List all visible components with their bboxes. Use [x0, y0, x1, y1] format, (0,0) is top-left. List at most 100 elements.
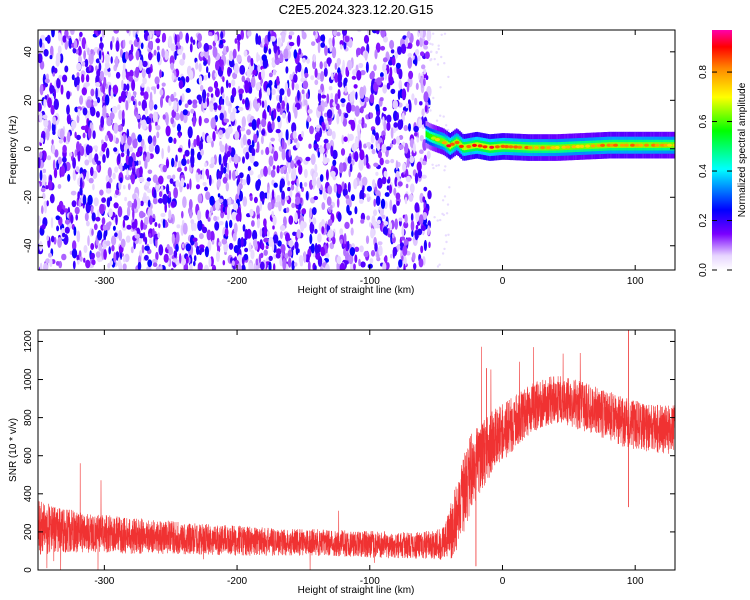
spectrogram-noise-cell [261, 100, 265, 108]
spectrogram-noise-cell [433, 216, 436, 219]
spectrogram-noise-cell [288, 149, 291, 158]
spectrogram-noise-cell [72, 157, 76, 169]
spectrogram-noise-cell [300, 77, 305, 83]
spectrogram-noise-cell [418, 118, 422, 128]
spectrogram-noise-cell [144, 254, 149, 261]
spectrogram-noise-cell [282, 258, 287, 270]
spectrogram-noise-cell [322, 124, 326, 131]
spectrogram-noise-cell [135, 107, 138, 112]
spectrogram-noise-cell [62, 232, 66, 238]
spectrogram-noise-cell [94, 153, 99, 163]
spectrogram-peak-cell [554, 145, 560, 150]
spectrogram-noise-cell [342, 188, 348, 197]
spectrogram-noise-cell [429, 109, 432, 112]
spectrogram-noise-cell [79, 31, 83, 37]
spectrogram-noise-cell [197, 219, 203, 232]
spectrogram-noise-cell [113, 252, 117, 263]
spectrogram-noise-cell [131, 202, 135, 211]
spectrogram-noise-cell [133, 198, 138, 209]
spectrogram-noise-cell [113, 30, 119, 34]
spectrogram-noise-cell [174, 33, 178, 46]
spectrogram-noise-cell [226, 45, 229, 53]
spectrogram-noise-cell [71, 200, 77, 208]
spectrogram-signal-cell [427, 132, 429, 139]
spectrogram-noise-cell [336, 197, 340, 208]
spectrogram-ytick-label: 20 [23, 94, 34, 106]
spectrogram-noise-cell [158, 175, 164, 185]
spectrogram-peak-cell [561, 145, 567, 149]
spectrogram-noise-cell [200, 51, 204, 58]
spectrogram-noise-cell [130, 43, 134, 53]
spectrogram-noise-cell [373, 220, 378, 229]
spectrogram-noise-cell [281, 190, 285, 200]
spectrogram-noise-cell [263, 249, 268, 256]
spectrogram-noise-cell [199, 233, 204, 240]
spectrogram-noise-cell [225, 182, 229, 192]
spectrogram-noise-cell [232, 48, 237, 59]
spectrogram-noise-cell [374, 242, 378, 252]
spectrogram-noise-cell [345, 194, 350, 199]
spectrogram-noise-cell [271, 120, 275, 131]
spectrogram-noise-cell [250, 76, 256, 88]
spectrogram-noise-cell [211, 140, 214, 148]
spectrogram-noise-cell [336, 113, 340, 125]
spectrogram-noise-cell [248, 262, 253, 270]
spectrogram-noise-cell [126, 148, 130, 157]
spectrogram-peak-cell [472, 143, 477, 147]
spectrogram-noise-cell [164, 50, 169, 61]
spectrogram-noise-cell [119, 177, 123, 184]
spectrogram-noise-cell [279, 110, 284, 115]
spectrogram-peak-cell [579, 144, 585, 148]
spectrogram-signal-cell [532, 144, 534, 151]
spectrogram-noise-cell [98, 50, 102, 60]
spectrogram-noise-cell [172, 258, 178, 263]
spectrogram-noise-cell [428, 241, 431, 248]
spectrogram-noise-cell [127, 200, 133, 208]
spectrogram-noise-cell [117, 104, 121, 110]
spectrogram-noise-cell [359, 245, 364, 253]
spectrogram-noise-cell [251, 220, 255, 227]
spectrogram-noise-cell [380, 72, 384, 78]
spectrogram-noise-cell [170, 200, 176, 208]
spectrogram-noise-cell [140, 200, 144, 207]
spectrogram-noise-cell [96, 97, 101, 104]
spectrogram-noise-cell [124, 253, 130, 263]
spectrogram-signal-cell [618, 142, 620, 148]
spectrogram-noise-cell [141, 68, 146, 79]
spectrogram-noise-cell [287, 111, 291, 123]
spectrogram-noise-cell [421, 225, 426, 232]
spectrogram-noise-cell [138, 101, 142, 106]
spectrogram-noise-cell [436, 63, 440, 66]
spectrogram-noise-cell [392, 247, 396, 259]
spectrogram-noise-cell [350, 104, 356, 112]
spectrogram-noise-cell [95, 65, 98, 72]
spectrogram-noise-cell [167, 145, 171, 153]
spectrogram-noise-cell [213, 80, 219, 89]
spectrogram-noise-cell [53, 67, 58, 74]
spectrogram-noise-cell [195, 172, 199, 181]
spectrogram-noise-cell [72, 240, 77, 251]
spectrogram-noise-cell [38, 53, 43, 64]
spectrogram-noise-cell [222, 206, 226, 213]
spectrogram-signal-cell [650, 142, 652, 148]
spectrogram-peak-cell [565, 145, 571, 149]
spectrogram-peak-cell [634, 143, 640, 147]
snr-frame [37, 329, 676, 571]
spectrogram-noise-cell [395, 62, 401, 69]
spectrogram-noise-cell [396, 200, 400, 206]
spectrogram-noise-cell [228, 169, 232, 180]
spectrogram-noise-cell [218, 221, 224, 226]
spectrogram-peak-cell [477, 144, 483, 148]
spectrogram-noise-cell [242, 224, 246, 232]
spectrogram-noise-cell [441, 252, 445, 255]
spectrogram-noise-cell [168, 136, 173, 143]
spectrogram-noise-cell [358, 159, 364, 171]
spectrogram-noise-cell [153, 49, 157, 56]
spectrogram-noise-cell [76, 114, 80, 124]
spectrogram-noise-cell [278, 201, 282, 212]
spectrogram-noise-cell [323, 101, 328, 108]
spectrogram-noise-cell [442, 213, 445, 217]
spectrogram-noise-cell [77, 150, 81, 162]
spectrogram-noise-cell [147, 169, 153, 175]
spectrogram-noise-cell [152, 258, 158, 264]
